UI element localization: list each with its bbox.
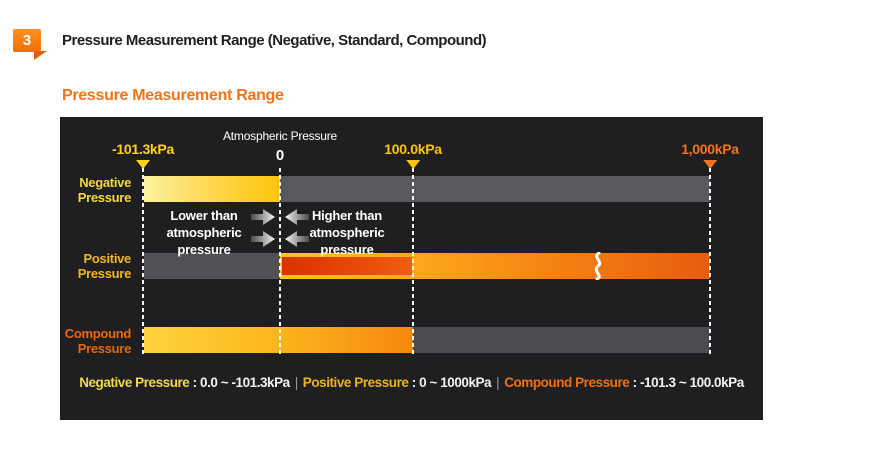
dashed-line-1000 [709, 168, 711, 357]
legend-negative-value: : 0.0 ~ -101.3kPa [189, 375, 291, 390]
legend-compound-name: Compound Pressure [504, 375, 630, 390]
dashed-line-negative-101 [142, 168, 144, 357]
arrow-right-icon [251, 231, 275, 247]
compound-pressure-active-bar [144, 327, 413, 353]
page-title: Pressure Measurement Range (Negative, St… [62, 32, 487, 49]
legend-separator: | [294, 375, 299, 390]
legend-compound-value: : -101.3 ~ 100.0kPa [629, 375, 745, 390]
axis-marker-label: 100.0kPa [384, 141, 442, 157]
dashed-line-zero [279, 168, 281, 357]
dashed-line-100 [412, 168, 414, 357]
badge-tail-icon [34, 51, 47, 60]
axis-marker-label: -101.3kPa [112, 141, 174, 157]
axis-marker-100: 100.0kPa [384, 141, 442, 169]
triangle-down-icon [405, 160, 420, 169]
positive-pressure-inactive-bar [144, 253, 280, 279]
arrow-left-icon [285, 209, 309, 225]
section-title: Pressure Measurement Range [62, 87, 284, 104]
zero-value-label: 0 [275, 147, 285, 164]
legend-separator: | [496, 375, 500, 390]
negative-pressure-inactive-bar [280, 176, 710, 202]
atmospheric-pressure-label: Atmospheric Pressure [222, 129, 338, 143]
compound-pressure-inactive-bar [413, 327, 710, 353]
axis-marker-label: 1,000kPa [681, 141, 739, 157]
negative-pressure-active-bar [144, 176, 280, 202]
triangle-down-icon [702, 160, 717, 169]
annotation-higher-than-atmospheric: Higher than atmospheric pressure [309, 208, 385, 257]
axis-marker-1000: 1,000kPa [681, 141, 739, 169]
pressure-range-diagram: Atmospheric Pressure 0 -101.3kPa 100.0kP… [60, 117, 763, 420]
legend-positive-value: : 0 ~ 1000kPa [408, 375, 492, 390]
row-label-negative-pressure: Negative Pressure [77, 175, 132, 205]
positive-pressure-overlap-bar [282, 257, 412, 275]
arrow-left-icon [285, 231, 309, 247]
row-label-compound-pressure: Compound Pressure [64, 326, 132, 356]
range-legend: Negative Pressure : 0.0 ~ -101.3kPa | Posi… [60, 375, 763, 390]
legend-positive-name: Positive Pressure [302, 375, 409, 390]
legend-negative-name: Negative Pressure [79, 375, 190, 390]
annotation-lower-than-atmospheric: Lower than atmospheric pressure [166, 208, 242, 257]
axis-marker-negative-101: -101.3kPa [112, 141, 174, 169]
section-number-badge: 3 [13, 29, 41, 52]
row-label-positive-pressure: Positive Pressure [77, 251, 132, 281]
arrow-right-icon [251, 209, 275, 225]
triangle-down-icon [135, 160, 150, 169]
scale-break-icon [594, 252, 602, 280]
